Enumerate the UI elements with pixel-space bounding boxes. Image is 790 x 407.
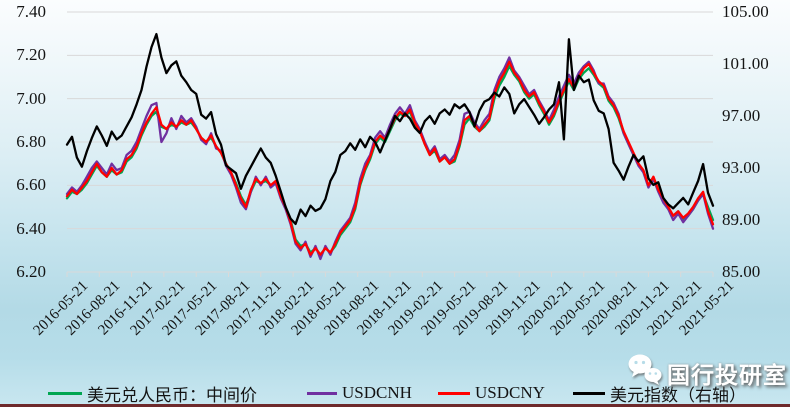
right-axis-tick-label: 105.00 bbox=[722, 2, 769, 21]
legend-item-usdcnh: USDCNH bbox=[307, 383, 412, 403]
series-dxy-line bbox=[65, 32, 715, 226]
legend-label: 美元兑人民币：中间价 bbox=[87, 385, 257, 405]
legend-item-dxy: 美元指数（右轴） bbox=[573, 383, 746, 405]
left-axis-tick-label: 7.00 bbox=[16, 88, 46, 108]
left-axis-tick-label: 6.40 bbox=[16, 218, 46, 238]
legend-line-swatch bbox=[307, 391, 337, 395]
plot-area bbox=[65, 11, 715, 277]
right-axis-tick-label: 85.00 bbox=[722, 262, 761, 281]
right-axis-tick-label: 101.00 bbox=[722, 54, 769, 73]
right-axis-tick-label: 93.00 bbox=[722, 158, 761, 177]
legend-label: 美元指数（右轴） bbox=[610, 385, 746, 405]
watermark-text: 国行投研室 bbox=[667, 362, 787, 388]
legend-line-swatch bbox=[573, 391, 605, 395]
left-axis-tick-label: 7.40 bbox=[16, 2, 46, 21]
left-axis-tick-label: 6.20 bbox=[16, 262, 46, 281]
series-midpoint-line bbox=[65, 65, 715, 256]
left-axis-tick-label: 6.60 bbox=[16, 175, 46, 195]
bottom-bar bbox=[0, 404, 790, 407]
legend-line-swatch bbox=[48, 391, 82, 395]
left-axis-tick-label: 6.80 bbox=[16, 132, 46, 151]
legend-item-usdcny: USDCNY bbox=[438, 383, 545, 403]
legend-item-midpoint: 美元兑人民币：中间价 bbox=[48, 383, 257, 405]
legend-line-swatch bbox=[438, 391, 470, 395]
legend-label: USDCNY bbox=[475, 383, 545, 402]
wechat-icon bbox=[628, 354, 662, 385]
legend-label: USDCNH bbox=[342, 383, 412, 402]
left-axis-tick-label: 7.20 bbox=[16, 45, 46, 65]
series-usdcny-line bbox=[65, 60, 715, 256]
right-axis-tick-label: 97.00 bbox=[722, 106, 761, 125]
watermark: 国行投研室 bbox=[627, 352, 787, 390]
right-axis-tick-label: 89.00 bbox=[722, 210, 761, 229]
